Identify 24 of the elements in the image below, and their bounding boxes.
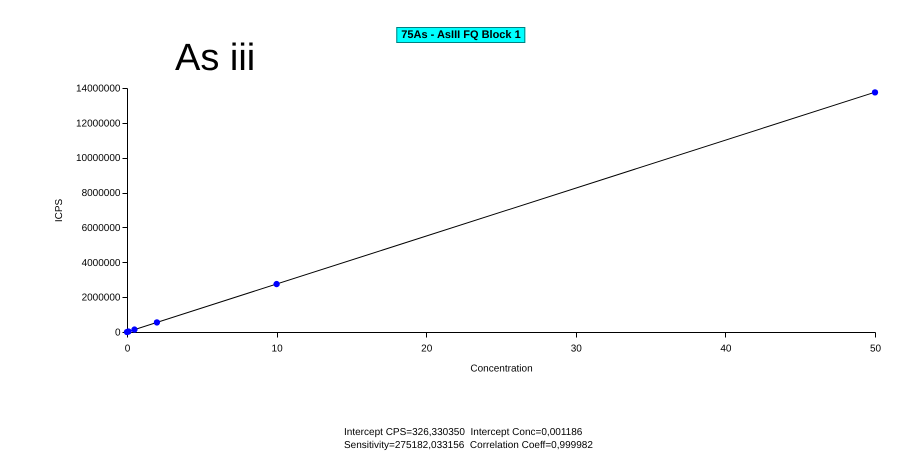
x-tick-label: 30	[570, 344, 582, 354]
point	[154, 319, 160, 326]
x-tick-label: 20	[421, 344, 433, 354]
x-axis-title: Concentration	[470, 364, 533, 374]
y-tick-label: 0	[114, 328, 121, 338]
y-tick-label: 6000000	[82, 222, 121, 234]
y-axis-title: ICPS	[54, 198, 66, 222]
y-tick-label: 4000000	[82, 258, 121, 269]
chart-subtitle: As iii	[175, 37, 256, 80]
chart-title: 75As - AsIII FQ Block 1	[396, 27, 526, 43]
text: Sensitivity=275182,033156 Correlation Coeff=0,999982	[344, 439, 593, 452]
x-tick-label: 40	[720, 344, 732, 354]
point	[872, 89, 878, 96]
y-tick-label: 8000000	[82, 188, 121, 200]
point	[131, 326, 138, 333]
y-tick-label: 12000000	[76, 118, 121, 130]
y-tick-label: 10000000	[76, 153, 121, 164]
x-tick-label: 0	[124, 344, 131, 354]
x-tick-label: 10	[272, 344, 284, 354]
x-tick-label: 50	[870, 344, 882, 354]
y-tick-label: 2000000	[82, 292, 121, 304]
text: Intercept CPS=326,330350 Intercept Conc=0,001186	[344, 426, 584, 439]
y-tick-label: 14000000	[76, 84, 121, 94]
point	[273, 280, 280, 288]
